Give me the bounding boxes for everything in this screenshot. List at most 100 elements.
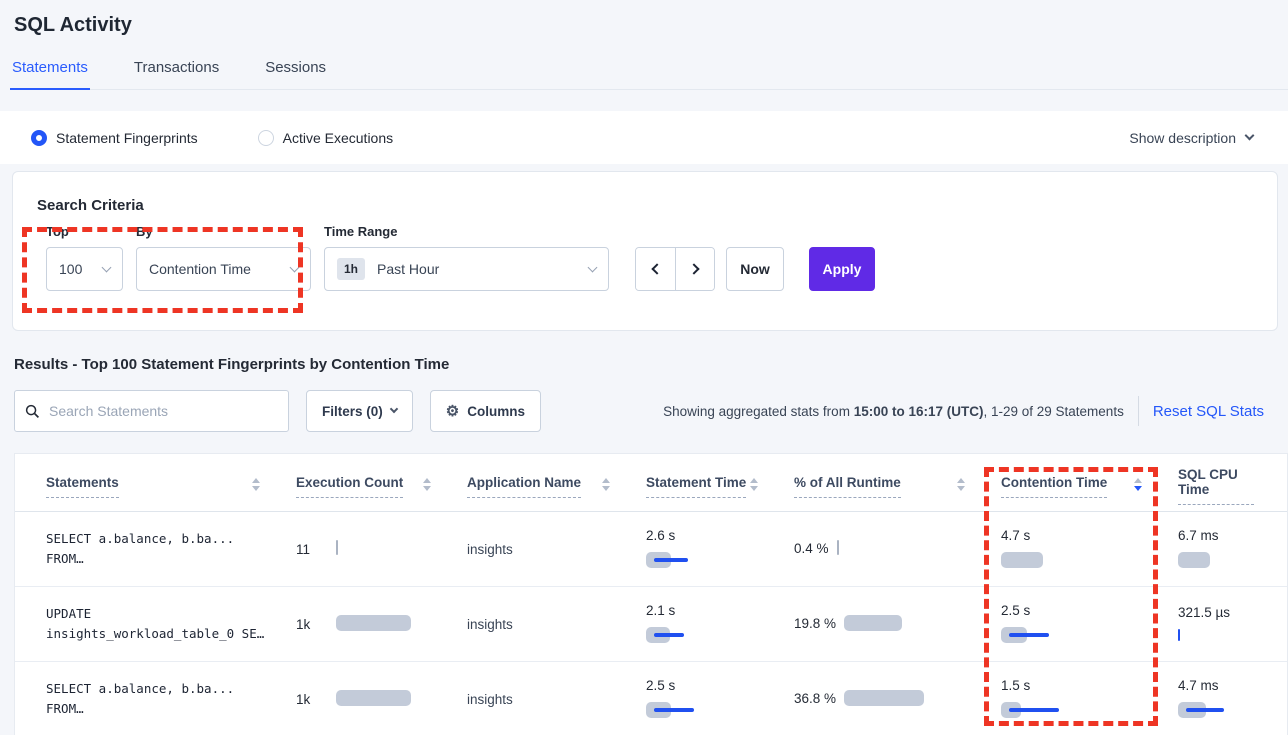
columns-button[interactable]: ⚙ Columns xyxy=(429,390,541,432)
sql-cpu-time-cell: 4.7 ms xyxy=(1178,662,1288,735)
sql-cpu-time-value: 4.7 ms xyxy=(1178,678,1219,693)
application-name-value: insights xyxy=(467,616,513,632)
runtime-pct-cell: 0.4 % xyxy=(794,512,1001,586)
radio-label: Statement Fingerprints xyxy=(56,129,198,146)
statement-line1: SELECT a.balance, b.ba... xyxy=(46,531,235,546)
column-header-label: Contention Time xyxy=(1001,475,1108,498)
gear-icon: ⚙ xyxy=(445,403,460,420)
statement-time-bar xyxy=(646,552,688,571)
chevron-right-icon xyxy=(687,263,700,275)
now-button[interactable]: Now xyxy=(726,247,784,291)
execution-count-cell: 1k xyxy=(296,662,467,735)
radio-selected-icon[interactable] xyxy=(31,129,47,146)
sql-cpu-time-bar xyxy=(1178,702,1224,721)
top-select-value: 100 xyxy=(59,261,83,277)
contention-time-cell: 2.5 s xyxy=(1001,587,1178,661)
execution-count-cell: 1k xyxy=(296,587,467,661)
sql-cpu-time-cell: 6.7 ms xyxy=(1178,512,1288,586)
application-name-value: insights xyxy=(467,541,513,557)
by-field: By Contention Time xyxy=(136,224,311,291)
radio-unselected-icon[interactable] xyxy=(257,129,274,146)
chevron-down-icon xyxy=(587,262,598,273)
column-header[interactable]: Statement Time xyxy=(646,454,794,511)
next-time-button[interactable] xyxy=(675,248,714,290)
search-statements-input[interactable] xyxy=(49,403,278,419)
runtime-pct-bar xyxy=(844,614,903,634)
runtime-pct-cell: 19.8 % xyxy=(794,587,1001,661)
sort-arrows-icon[interactable] xyxy=(750,478,758,491)
columns-label: Columns xyxy=(467,403,525,419)
statement-time-bar xyxy=(646,702,694,721)
statement-time-bar xyxy=(646,627,684,646)
prev-time-button[interactable] xyxy=(636,248,675,290)
table-row: UPDATE insights_workload_table_0 SE… 1k i… xyxy=(15,587,1287,662)
statement-cell[interactable]: SELECT a.balance, b.ba... FROM… xyxy=(46,662,296,735)
contention-time-bar xyxy=(1001,702,1059,721)
column-header[interactable]: Statements xyxy=(46,454,296,511)
sort-arrows-icon[interactable] xyxy=(957,478,965,491)
statement-time-value: 2.5 s xyxy=(646,678,676,693)
statement-line2: insights_workload_table_0 SE… xyxy=(46,626,265,641)
top-field: Top 100 xyxy=(46,224,123,291)
top-select[interactable]: 100 xyxy=(46,247,123,291)
sql-cpu-time-bar xyxy=(1178,629,1180,644)
tab-bar: Statements Transactions Sessions xyxy=(10,59,1288,90)
contention-time-value: 2.5 s xyxy=(1001,603,1031,618)
table-row: SELECT a.balance, b.ba... FROM… 1k insigh… xyxy=(15,662,1287,735)
chevron-down-icon xyxy=(389,404,399,414)
statement-time-value: 2.6 s xyxy=(646,528,676,543)
column-header[interactable]: Execution Count xyxy=(296,454,467,511)
column-header[interactable]: Application Name xyxy=(467,454,646,511)
statement-time-cell: 2.1 s xyxy=(646,587,794,661)
execution-count-value: 11 xyxy=(296,541,311,557)
radio-active-executions[interactable]: Active Executions xyxy=(257,129,393,146)
chevron-down-icon xyxy=(101,262,112,273)
sql-cpu-time-cell: 321.5 µs xyxy=(1178,587,1288,661)
chevron-down-icon xyxy=(289,262,300,273)
statement-line1: UPDATE xyxy=(46,606,92,621)
search-statements-box[interactable] xyxy=(14,390,289,432)
sort-arrows-icon[interactable] xyxy=(252,478,260,491)
statement-time-value: 2.1 s xyxy=(646,603,676,618)
column-header-label: % of All Runtime xyxy=(794,475,901,498)
column-header[interactable]: % of All Runtime xyxy=(794,454,1001,511)
statement-time-cell: 2.6 s xyxy=(646,512,794,586)
by-label: By xyxy=(136,224,153,239)
tab-sessions[interactable]: Sessions xyxy=(265,59,327,76)
apply-button[interactable]: Apply xyxy=(809,247,875,291)
sort-arrows-icon[interactable] xyxy=(1134,478,1142,491)
divider xyxy=(1137,396,1139,426)
statement-cell[interactable]: UPDATE insights_workload_table_0 SE… xyxy=(46,587,296,661)
statement-line2: FROM… xyxy=(46,551,84,566)
filters-button[interactable]: Filters (0) xyxy=(306,390,413,432)
sort-arrows-icon[interactable] xyxy=(602,478,610,491)
application-name-cell: insights xyxy=(467,662,646,735)
contention-time-value: 1.5 s xyxy=(1001,678,1031,693)
time-range-select[interactable]: 1h Past Hour xyxy=(324,247,609,291)
by-select-value: Contention Time xyxy=(149,261,251,277)
show-description-toggle[interactable]: Show description xyxy=(1129,130,1255,146)
contention-time-cell: 4.7 s xyxy=(1001,512,1178,586)
tab-statements[interactable]: Statements xyxy=(10,59,90,90)
filters-label: Filters (0) xyxy=(322,403,383,419)
application-name-cell: insights xyxy=(467,512,646,586)
column-header-label: SQL CPU Time xyxy=(1178,467,1254,505)
execution-count-bar xyxy=(336,540,338,558)
runtime-pct-cell: 36.8 % xyxy=(794,662,1001,735)
column-header[interactable]: SQL CPU Time xyxy=(1178,454,1288,511)
contention-time-bar xyxy=(1001,552,1043,571)
execution-count-cell: 11 xyxy=(296,512,467,586)
radio-statement-fingerprints[interactable]: Statement Fingerprints xyxy=(31,129,198,146)
sort-arrows-icon[interactable] xyxy=(423,478,431,491)
by-select[interactable]: Contention Time xyxy=(136,247,311,291)
time-range-label: Time Range xyxy=(324,224,398,239)
chevron-down-icon xyxy=(1244,130,1255,141)
execution-count-value: 1k xyxy=(296,616,311,632)
tab-transactions[interactable]: Transactions xyxy=(133,59,220,76)
statement-line2: FROM… xyxy=(46,701,84,716)
column-header[interactable]: Contention Time xyxy=(1001,454,1178,511)
sql-cpu-time-value: 6.7 ms xyxy=(1178,528,1219,543)
time-range-field: Time Range 1h Past Hour xyxy=(324,224,609,291)
statement-cell[interactable]: SELECT a.balance, b.ba... FROM… xyxy=(46,512,296,586)
reset-sql-stats-link[interactable]: Reset SQL Stats xyxy=(1152,402,1264,420)
